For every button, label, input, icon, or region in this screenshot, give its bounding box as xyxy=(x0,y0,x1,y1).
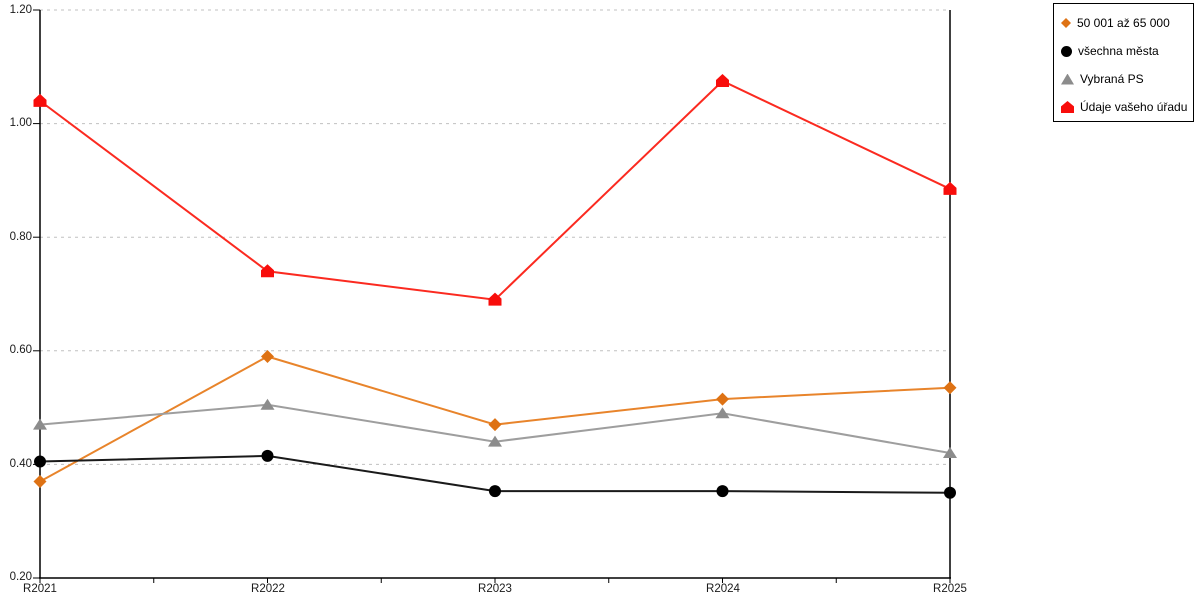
point-udaje-vaseho-uradu-R2023 xyxy=(488,292,502,306)
legend-label: 50 001 až 65 000 xyxy=(1077,16,1170,30)
point-vybrana-ps-R2022 xyxy=(260,398,275,410)
legend-label: Údaje vašeho úřadu xyxy=(1080,100,1188,114)
point-udaje-vaseho-uradu-R2021 xyxy=(33,93,47,107)
y-tick-label: 0.60 xyxy=(9,344,32,356)
point-50001-az-65000-R2024 xyxy=(716,392,729,406)
triangle-marker-icon xyxy=(1061,73,1074,85)
point-vybrana-ps-R2023 xyxy=(488,435,502,447)
y-tick-label: 1.20 xyxy=(9,4,32,16)
legend-item-50001-az-65000: 50 001 až 65 000 xyxy=(1061,9,1193,37)
point-50001-az-65000-R2023 xyxy=(488,418,502,432)
point-50001-az-65000-R2021 xyxy=(33,474,47,488)
x-tick-label: R2023 xyxy=(478,583,512,595)
y-tick-label: 1.00 xyxy=(9,117,32,129)
x-tick-label: R2021 xyxy=(23,583,57,595)
circle-marker-icon xyxy=(1061,45,1072,57)
legend: 50 001 až 65 000 všechna města Vybraná P… xyxy=(1053,3,1194,122)
point-50001-az-65000-R2025 xyxy=(943,381,957,395)
point-vybrana-ps-R2021 xyxy=(33,418,47,430)
point-vsechna-mesta-R2021 xyxy=(34,455,46,468)
triangle-flat-marker-icon xyxy=(1061,101,1074,113)
point-vybrana-ps-R2024 xyxy=(715,407,730,419)
legend-item-vsechna-mesta: všechna města xyxy=(1061,37,1193,65)
diamond-marker-icon xyxy=(1061,18,1071,28)
point-vsechna-mesta-R2022 xyxy=(261,449,274,462)
point-50001-az-65000-R2022 xyxy=(261,349,274,363)
point-vybrana-ps-R2025 xyxy=(943,447,957,459)
y-tick-label: 0.80 xyxy=(9,231,32,243)
point-vsechna-mesta-R2023 xyxy=(489,485,501,498)
point-udaje-vaseho-uradu-R2024 xyxy=(716,74,729,87)
x-tick-label: R2024 xyxy=(706,583,740,595)
y-tick-label: 0.20 xyxy=(9,571,32,583)
point-vsechna-mesta-R2025 xyxy=(944,486,956,499)
point-vsechna-mesta-R2024 xyxy=(716,485,729,498)
point-udaje-vaseho-uradu-R2022 xyxy=(261,264,274,278)
series-line-udaje-vaseho-uradu xyxy=(39,79,951,301)
x-tick-label: R2025 xyxy=(933,583,967,595)
legend-label: Vybraná PS xyxy=(1080,72,1144,86)
y-tick-label: 0.40 xyxy=(9,458,32,470)
legend-label: všechna města xyxy=(1078,44,1159,58)
legend-item-udaje-vaseho-uradu: Údaje vašeho úřadu xyxy=(1061,93,1193,121)
point-udaje-vaseho-uradu-R2025 xyxy=(943,181,957,195)
legend-item-vybrana-ps: Vybraná PS xyxy=(1061,65,1193,93)
x-tick-label: R2022 xyxy=(251,583,285,595)
